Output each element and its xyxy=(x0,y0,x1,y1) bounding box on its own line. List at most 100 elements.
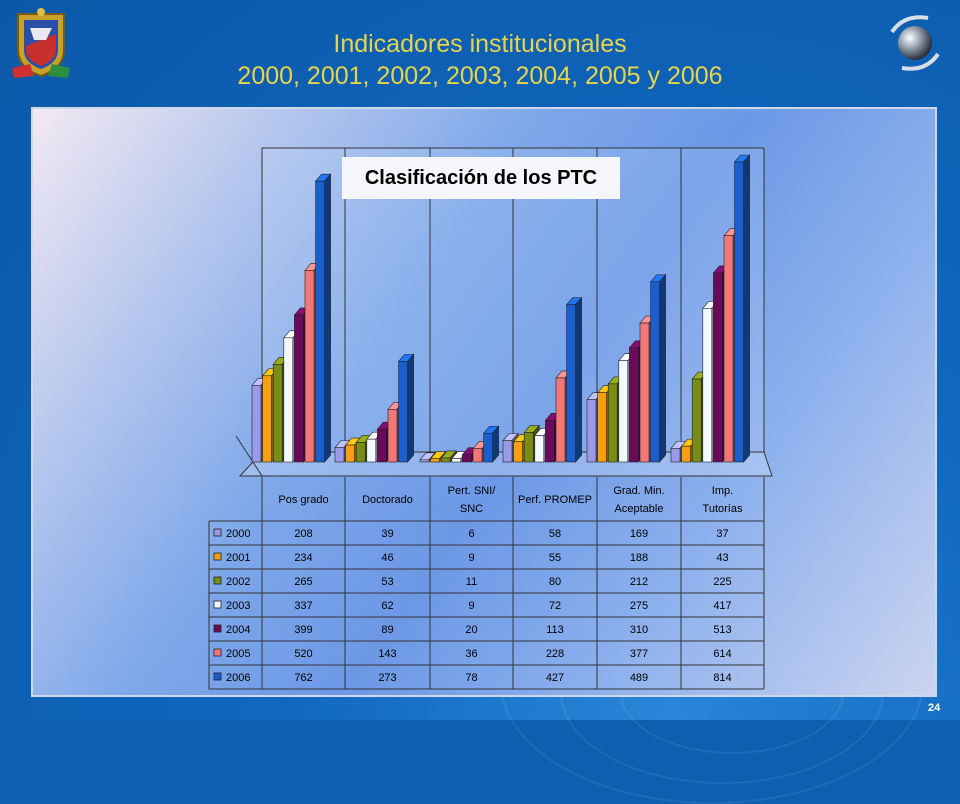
data-value: 225 xyxy=(713,576,731,588)
legend-label: 2002 xyxy=(226,576,250,588)
data-value: 265 xyxy=(294,576,312,588)
data-value: 275 xyxy=(630,600,648,612)
slide-title-line-2: 2000, 2001, 2002, 2003, 2004, 2005 y 200… xyxy=(237,62,723,90)
data-value: 37 xyxy=(716,528,728,540)
data-value: 273 xyxy=(378,672,396,684)
data-value: 20 xyxy=(465,624,477,636)
data-value: 188 xyxy=(630,552,648,564)
data-value: 377 xyxy=(630,648,648,660)
university-crest-icon xyxy=(12,8,70,78)
data-value: 72 xyxy=(549,600,561,612)
bar-front-face xyxy=(462,454,472,463)
bar-front-face xyxy=(283,337,294,463)
legend-label: 2001 xyxy=(226,552,250,564)
legend-label: 2003 xyxy=(226,600,250,612)
legend-label: 2006 xyxy=(226,672,250,684)
legend-swatch-2006 xyxy=(213,672,222,681)
data-value: 513 xyxy=(713,624,731,636)
data-value: 489 xyxy=(630,672,648,684)
data-value: 520 xyxy=(294,648,312,660)
data-value: 6 xyxy=(468,528,474,540)
data-value: 43 xyxy=(716,552,728,564)
data-value: 614 xyxy=(713,648,731,660)
data-value: 55 xyxy=(549,552,561,564)
bar-front-face xyxy=(430,458,440,463)
bar-front-face xyxy=(398,361,408,463)
bar-front-face xyxy=(586,399,597,463)
data-value: 11 xyxy=(466,576,477,588)
data-value: 399 xyxy=(294,624,312,636)
category-label: Pert. SNI/SNC xyxy=(448,485,497,515)
data-value: 46 xyxy=(381,552,393,564)
bar-2006-3 xyxy=(565,296,583,463)
bar-front-face xyxy=(555,377,566,463)
bar-front-face xyxy=(251,385,262,463)
data-value: 337 xyxy=(294,600,312,612)
category-label: Perf. PROMEP xyxy=(518,494,592,506)
bar-2006-0 xyxy=(314,173,332,463)
legend-swatch-2000 xyxy=(213,528,222,537)
data-value: 762 xyxy=(294,672,312,684)
data-value: 36 xyxy=(465,648,477,660)
bar-front-face xyxy=(262,375,272,463)
category-label: Grad. Min. Aceptable xyxy=(613,485,664,515)
bar-front-face xyxy=(629,347,639,463)
bar-front-face xyxy=(502,440,513,463)
data-value: 39 xyxy=(381,528,393,540)
legend-swatch-2005 xyxy=(213,648,222,657)
data-value: 143 xyxy=(378,648,396,660)
bar-front-face xyxy=(597,392,607,463)
data-value: 89 xyxy=(381,624,393,636)
data-value: 78 xyxy=(465,672,477,684)
bar-2006-5 xyxy=(733,154,751,463)
bar-front-face xyxy=(272,364,283,463)
bar-front-face xyxy=(702,308,713,463)
chart-panel xyxy=(31,107,937,697)
data-value: 9 xyxy=(468,600,474,612)
bar-front-face xyxy=(545,420,555,463)
data-value: 58 xyxy=(549,528,561,540)
bar-front-face xyxy=(483,432,493,463)
plot-side-edge xyxy=(235,435,263,477)
data-value: 113 xyxy=(546,624,564,636)
bar-front-face xyxy=(387,408,398,463)
bar-front-face xyxy=(734,161,744,463)
legend-label: 2005 xyxy=(226,648,250,660)
legend-swatch-2002 xyxy=(213,576,222,585)
legend-label: 2000 xyxy=(226,528,250,540)
bar-front-face xyxy=(691,378,702,463)
data-value: 208 xyxy=(294,528,312,540)
legend-swatch-2001 xyxy=(213,552,222,561)
bar-front-face xyxy=(513,441,523,463)
bar-2006-2 xyxy=(482,425,500,463)
bar-2006-4 xyxy=(649,273,667,463)
bar-front-face xyxy=(566,304,576,463)
bar-front-face xyxy=(723,235,734,463)
category-label: Doctorado xyxy=(362,494,413,506)
legend-label: 2004 xyxy=(226,624,250,636)
bar-front-face xyxy=(377,428,387,463)
bar-front-face xyxy=(534,435,545,463)
bar-side-face xyxy=(575,296,582,463)
bar-front-face xyxy=(681,445,691,463)
category-label: Pos grado xyxy=(278,494,328,506)
category-label: Imp. Tutorías xyxy=(703,485,743,515)
slide-title-line-1: Indicadores institucionales xyxy=(333,30,627,58)
bar-front-face xyxy=(670,448,681,463)
chart-title: Clasificación de los PTC xyxy=(342,157,620,199)
data-value: 228 xyxy=(546,648,564,660)
bar-front-face xyxy=(419,459,430,463)
data-value: 310 xyxy=(630,624,648,636)
bar-front-face xyxy=(618,360,629,463)
bar-side-face xyxy=(324,173,331,463)
bar-front-face xyxy=(451,458,462,463)
data-value: 62 xyxy=(381,600,393,612)
legend-swatch-2003 xyxy=(213,600,222,609)
page-number: 24 xyxy=(928,702,941,714)
data-value: 814 xyxy=(713,672,731,684)
bar-front-face xyxy=(345,444,355,463)
legend-swatch-2004 xyxy=(213,624,222,633)
data-value: 212 xyxy=(630,576,648,588)
data-value: 417 xyxy=(713,600,731,612)
bar-front-face xyxy=(355,442,366,463)
